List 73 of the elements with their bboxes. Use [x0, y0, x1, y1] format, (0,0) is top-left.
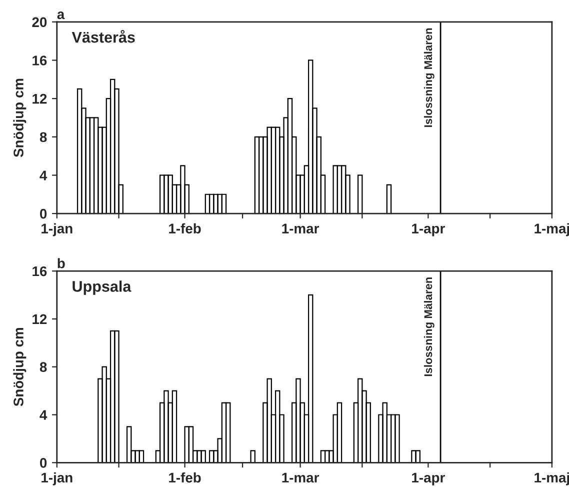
y-axis-title: Snödjup cm: [13, 78, 26, 158]
bar: [208, 450, 214, 463]
x-tick-label: 1-jan: [42, 223, 72, 236]
x-tick-label: 1-mar: [282, 224, 319, 234]
bar: [258, 136, 264, 214]
bar: [184, 426, 190, 463]
bar: [221, 402, 227, 463]
bar: [324, 450, 330, 463]
bar: [357, 378, 363, 463]
y-tick-label: 8: [40, 132, 47, 142]
x-tick-label: 1-apr: [412, 472, 445, 486]
bar: [138, 450, 144, 463]
bar: [308, 294, 314, 463]
bar: [180, 165, 186, 214]
bar: [287, 98, 293, 214]
bar: [266, 126, 272, 214]
x-tick-label: 1-mar: [282, 472, 319, 483]
y-axis-title: Snödjup cm: [13, 328, 26, 406]
chart-title: b: [58, 258, 65, 268]
bar: [114, 330, 120, 463]
bar: [208, 194, 214, 214]
bar: [390, 414, 396, 463]
bar: [110, 78, 116, 214]
ref-line-label: Islossning Mälaren: [424, 28, 434, 127]
bar: [168, 174, 173, 214]
x-tick-label: 1-jan: [42, 472, 72, 486]
bar: [274, 126, 280, 214]
y-tick-label: 4: [40, 410, 48, 420]
x-tick-label: 1-feb: [169, 472, 201, 483]
bar: [270, 126, 276, 214]
y-tick-label: 12: [32, 314, 47, 324]
bar: [200, 450, 206, 463]
bar: [320, 450, 326, 463]
annotation: Uppsala: [72, 280, 132, 295]
bar: [336, 402, 342, 463]
annotation: Västerås: [72, 30, 135, 43]
y-tick-label: 8: [40, 362, 47, 372]
bar: [221, 194, 227, 214]
bar: [196, 450, 202, 463]
y-tick-label: 16: [32, 56, 47, 66]
bar: [188, 426, 194, 463]
bar: [394, 414, 400, 463]
chart-title: a: [57, 12, 65, 20]
ref-line-label: Islossning Mälaren: [424, 277, 434, 376]
bar: [411, 450, 416, 463]
bar: [164, 390, 169, 463]
bar: [110, 330, 116, 463]
y-tick-label: 12: [32, 94, 47, 104]
bar: [134, 450, 140, 463]
bar: [382, 402, 388, 463]
bar: [126, 426, 132, 463]
y-tick-label: 4: [40, 170, 48, 180]
y-tick-label: 20: [32, 17, 47, 28]
bar: [254, 136, 260, 214]
y-tick-label: 0: [40, 208, 47, 219]
y-tick-label: 0: [40, 458, 47, 468]
bar: [89, 117, 95, 214]
bar: [102, 366, 107, 463]
bar: [213, 194, 218, 214]
x-tick-label: 1-apr: [412, 224, 445, 236]
x-tick-label: 1-maj: [534, 472, 569, 486]
bar: [415, 450, 420, 463]
bar: [93, 117, 99, 214]
x-tick-label: 1-feb: [169, 223, 201, 234]
bar: [204, 194, 210, 214]
bar: [217, 194, 222, 214]
bar: [164, 174, 169, 214]
x-tick-label: 1-maj: [534, 223, 569, 236]
bar: [76, 88, 82, 214]
y-tick-label: 16: [32, 266, 47, 276]
bar: [159, 174, 165, 214]
bar: [225, 402, 231, 463]
bar: [172, 390, 178, 463]
